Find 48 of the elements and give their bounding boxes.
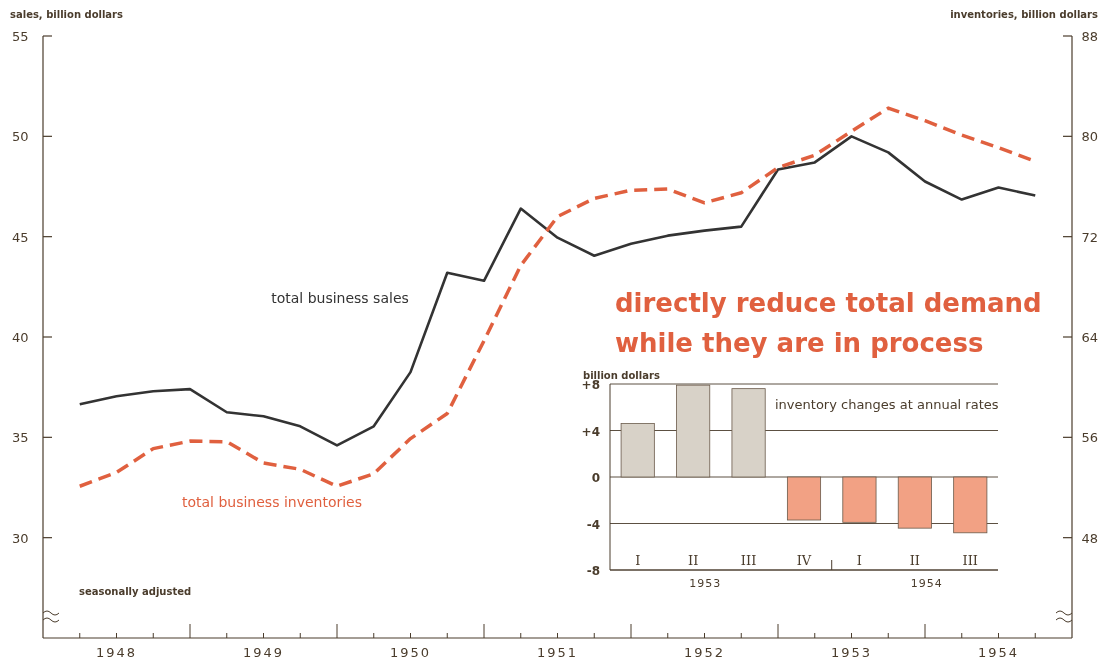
x-tick-label: III <box>740 553 757 568</box>
x-tick-label: IV <box>796 553 812 568</box>
y-tick-label: 45 <box>12 229 29 245</box>
y-axis-title: sales, billion dollars <box>10 9 124 20</box>
bar <box>731 388 766 478</box>
y-tick-label: 30 <box>12 530 29 546</box>
annotation: 1953 <box>689 577 722 590</box>
annotation: seasonally adjusted <box>79 586 192 597</box>
y-tick-label: 35 <box>12 430 29 446</box>
x-tick-label: I <box>856 553 862 568</box>
y2-tick-label: 48 <box>1081 530 1098 546</box>
y-tick-label: 50 <box>12 129 29 145</box>
y-tick-label: -4 <box>586 517 600 532</box>
x-tick-label: 1954 <box>977 645 1020 660</box>
bar <box>676 384 711 478</box>
x-tick-label: II <box>688 553 699 568</box>
y-axis-title: billion dollars <box>583 370 660 381</box>
y2-tick-label: 64 <box>1081 330 1098 345</box>
bar <box>620 423 655 478</box>
x-tick-label: I <box>635 553 641 568</box>
bar <box>842 476 877 523</box>
annotation: 1954 <box>910 577 943 590</box>
x-tick-label: 1950 <box>389 645 432 660</box>
y-tick-label: 0 <box>591 471 600 485</box>
series-label: total business inventories <box>181 494 363 510</box>
series-label: total business sales <box>271 290 409 306</box>
annotation: directly reduce total demand while they are in process <box>615 288 1042 358</box>
x-tick-label: II <box>909 553 920 568</box>
y2-tick-label: 56 <box>1081 430 1098 446</box>
y-tick-label: -8 <box>586 564 600 578</box>
y2-tick-label: 88 <box>1081 29 1098 44</box>
x-tick-label: 1952 <box>683 645 726 660</box>
y-tick-label: +4 <box>581 424 600 439</box>
bar <box>786 476 822 521</box>
x-tick-label: 1948 <box>95 645 138 660</box>
y2-tick-label: 72 <box>1081 229 1098 245</box>
y-tick-label: 55 <box>12 29 29 44</box>
x-tick-label: 1949 <box>242 645 285 660</box>
text: inventory changes at annual rates <box>775 397 999 412</box>
x-tick-label: 1953 <box>830 645 873 660</box>
y-tick-label: +8 <box>581 378 600 392</box>
y2-tick-label: 80 <box>1081 129 1098 145</box>
bar <box>953 476 988 534</box>
y-tick-label: 40 <box>12 330 29 345</box>
bar <box>897 476 932 529</box>
x-tick-label: III <box>962 553 978 568</box>
y2-axis-title: inventories, billion dollars <box>950 9 1099 20</box>
x-tick-label: 1951 <box>536 645 579 660</box>
